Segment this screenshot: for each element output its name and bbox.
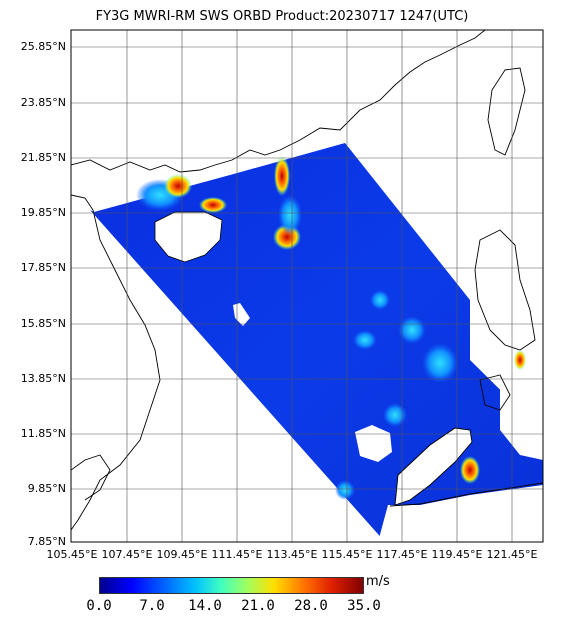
wind-feature <box>164 174 192 198</box>
colorbar-tick: 0.0 <box>86 598 112 614</box>
lon-label: 121.45°E <box>486 548 538 561</box>
coastline-luzon <box>474 229 536 351</box>
wind-feature <box>274 156 290 196</box>
map-title: FY3G MWRI-RM SWS ORBD Product:20230717 1… <box>95 9 469 24</box>
palawan-mask <box>395 428 472 505</box>
lat-label: 15.85°N <box>20 317 66 330</box>
wind-feature <box>278 195 302 235</box>
lat-label: 9.85°N <box>27 482 66 495</box>
coastline-vietnam <box>71 194 161 531</box>
colorbar-tick: 7.0 <box>139 598 165 614</box>
coastline-china <box>71 30 486 173</box>
lat-label: 25.85°N <box>20 40 66 53</box>
wind-feature <box>199 197 227 213</box>
coastline-borneo <box>389 482 543 507</box>
lon-label: 107.45°E <box>101 548 153 561</box>
lat-label: 23.85°N <box>20 96 66 109</box>
borneo-mask <box>378 485 543 542</box>
wind-feature <box>460 456 480 484</box>
lat-label: 21.85°N <box>20 151 66 164</box>
coastline-palawan <box>394 427 473 506</box>
lat-label: 7.85°N <box>27 535 66 548</box>
lon-label: 113.45°E <box>266 548 318 561</box>
lat-label: 17.85°N <box>20 261 66 274</box>
lon-label: 115.45°E <box>321 548 373 561</box>
philippines-south-mask <box>500 380 543 460</box>
wind-feature <box>353 330 377 350</box>
coastline-cambodia <box>71 454 111 501</box>
graticule <box>71 30 543 542</box>
colorbar-tick: 14.0 <box>188 598 222 614</box>
wind-feature <box>398 316 426 344</box>
colorbar <box>99 577 364 594</box>
lat-label: 11.85°N <box>20 427 66 440</box>
wind-feature <box>383 403 407 427</box>
wind-feature <box>514 350 526 370</box>
philippines-mask <box>470 290 530 360</box>
lon-label: 109.45°E <box>156 548 208 561</box>
colorbar-tick: 35.0 <box>347 598 381 614</box>
lon-label: 119.45°E <box>431 548 483 561</box>
coastline-taiwan <box>487 67 526 156</box>
coastline-mindoro <box>479 374 511 411</box>
colorbar-tick: 21.0 <box>241 598 275 614</box>
colorbar-unit: m/s <box>366 574 390 589</box>
colorbar-gradient <box>99 577 364 594</box>
wind-feature <box>335 480 355 500</box>
lat-label: 13.85°N <box>20 372 66 385</box>
lat-label: 19.85°N <box>20 206 66 219</box>
wind-feature <box>370 290 390 310</box>
colorbar-tick: 28.0 <box>294 598 328 614</box>
hainan-island-mask <box>154 211 223 263</box>
wind-feature <box>422 343 458 383</box>
lon-label: 111.45°E <box>211 548 263 561</box>
lon-label: 117.45°E <box>376 548 428 561</box>
lon-label: 105.45°E <box>46 548 98 561</box>
